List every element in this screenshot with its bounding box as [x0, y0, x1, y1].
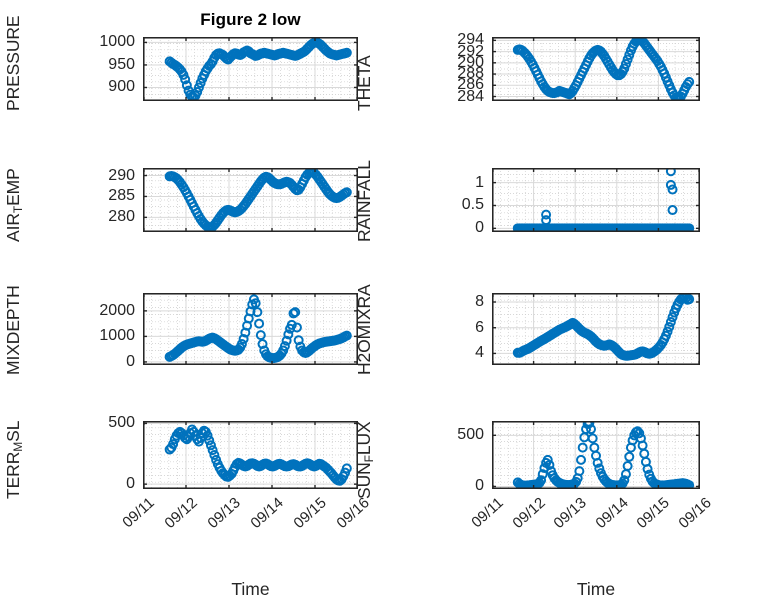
xtick-label: 09/14 — [247, 494, 287, 533]
ylabel-subscript: M — [11, 441, 25, 452]
ylabel-text: THETA — [354, 55, 374, 111]
axis-ticks — [492, 168, 700, 232]
ytick-label-theta: 284 — [457, 87, 484, 105]
plot-area-pressure — [143, 37, 358, 101]
ytick-label-air_temp: 285 — [108, 187, 135, 205]
plot-area-h2o_mixing_ratio — [492, 293, 700, 365]
axis-ticks — [143, 293, 358, 365]
ylabel-sun_flux: SUNFLUX — [354, 421, 376, 499]
ylabel-text: RAINFALL — [354, 160, 374, 242]
xtick-label: 09/16 — [675, 494, 715, 533]
plot-area-rainfall — [492, 168, 700, 232]
xtick-label: 09/15 — [290, 494, 330, 533]
ylabel-rainfall: RAINFALL — [354, 160, 375, 242]
ytick-label-h2o_mixing_ratio: 8 — [475, 293, 484, 310]
ytick-label-terr_msl: 0 — [126, 475, 135, 493]
axis-ticks — [143, 421, 358, 489]
ytick-label-pressure: 950 — [108, 55, 135, 73]
ytick-label-mixdepth: 2000 — [99, 301, 135, 319]
major-grid — [143, 293, 358, 365]
xtick-label: 09/15 — [633, 494, 674, 533]
ylabel-theta: THETA — [354, 55, 375, 111]
major-grid — [143, 421, 358, 489]
xlabel: Time — [576, 579, 616, 599]
ytick-label-pressure: 1000 — [99, 33, 135, 51]
xtick-label: 09/16 — [333, 494, 373, 533]
ylabel-text: TERR — [3, 451, 23, 499]
ytick-label-h2o_mixing_ratio: 4 — [475, 344, 484, 362]
ytick-label-rainfall: 1 — [475, 173, 484, 191]
ylabel-suffix: SL — [3, 420, 23, 442]
plot-area-theta — [492, 37, 700, 101]
data-series-terr_msl — [164, 424, 352, 486]
ylabel-terr_msl: TERRMSL — [3, 420, 25, 499]
ylabel-suffix: EMP — [3, 168, 23, 206]
ytick-label-theta: 294 — [457, 31, 484, 49]
ytick-label-h2o_mixing_ratio: 6 — [475, 318, 484, 336]
ylabel-text: H2OMIXRA — [354, 284, 374, 375]
ylabel-mixdepth: MIXDEPTH — [3, 285, 24, 375]
plot-area-terr_msl — [143, 421, 358, 489]
data-series-mixdepth — [164, 294, 352, 364]
ylabel-pressure: PRESSURE — [3, 16, 24, 111]
ytick-label-air_temp: 290 — [108, 166, 135, 184]
ylabel-suffix: LUX — [354, 421, 374, 456]
plot-area-sun_flux — [492, 421, 700, 489]
ytick-label-sun_flux: 500 — [457, 426, 484, 444]
ytick-label-mixdepth: 1000 — [99, 327, 135, 345]
ylabel-h2o_mixing_ratio: H2OMIXRA — [354, 284, 375, 375]
ylabel-subscript: F — [362, 455, 376, 463]
ytick-label-rainfall: 0 — [475, 219, 484, 237]
axis-ticks — [492, 293, 700, 365]
ytick-label-mixdepth: 0 — [126, 352, 135, 370]
plot-area-air_temp — [143, 168, 358, 232]
ylabel-text: PRESSURE — [3, 15, 23, 111]
ylabel-text: MIXDEPTH — [3, 285, 23, 375]
xtick-label: 09/13 — [204, 494, 244, 533]
xtick-label: 09/11 — [468, 494, 507, 532]
ytick-label-theta: 292 — [457, 42, 484, 60]
ylabel-text: AIR — [3, 213, 23, 242]
xlabel: Time — [231, 579, 270, 599]
axis-ticks — [492, 421, 700, 489]
figure-title: Figure 2 low — [200, 10, 301, 29]
data-series-h2o_mixing_ratio — [512, 293, 695, 361]
data-series-rainfall — [512, 168, 695, 232]
ytick-label-sun_flux: 0 — [475, 477, 484, 495]
axis-ticks — [143, 168, 358, 232]
axis-ticks — [143, 37, 358, 101]
ylabel-air_temp: AIRTEMP — [3, 168, 25, 242]
xtick-label: 09/12 — [161, 494, 201, 533]
ytick-label-theta: 288 — [457, 65, 484, 83]
xtick-label: 09/11 — [119, 494, 158, 532]
ytick-label-theta: 286 — [457, 76, 484, 94]
plot-area-mixdepth — [143, 293, 358, 365]
data-series-pressure — [164, 37, 352, 101]
figure-root: Figure 2 low 900 950 1000 PRESSURE 284 286 288 2… — [3, 10, 715, 599]
ylabel-subscript: T — [11, 205, 25, 214]
ylabel-text: SUN — [354, 462, 374, 499]
axis-ticks — [492, 37, 700, 101]
data-series-air_temp — [164, 168, 352, 232]
ytick-label-rainfall: 0.5 — [461, 196, 484, 214]
ytick-label-theta: 290 — [457, 53, 484, 71]
ytick-label-terr_msl: 500 — [108, 414, 135, 432]
ytick-label-air_temp: 280 — [108, 208, 135, 226]
ytick-label-pressure: 900 — [108, 78, 135, 96]
